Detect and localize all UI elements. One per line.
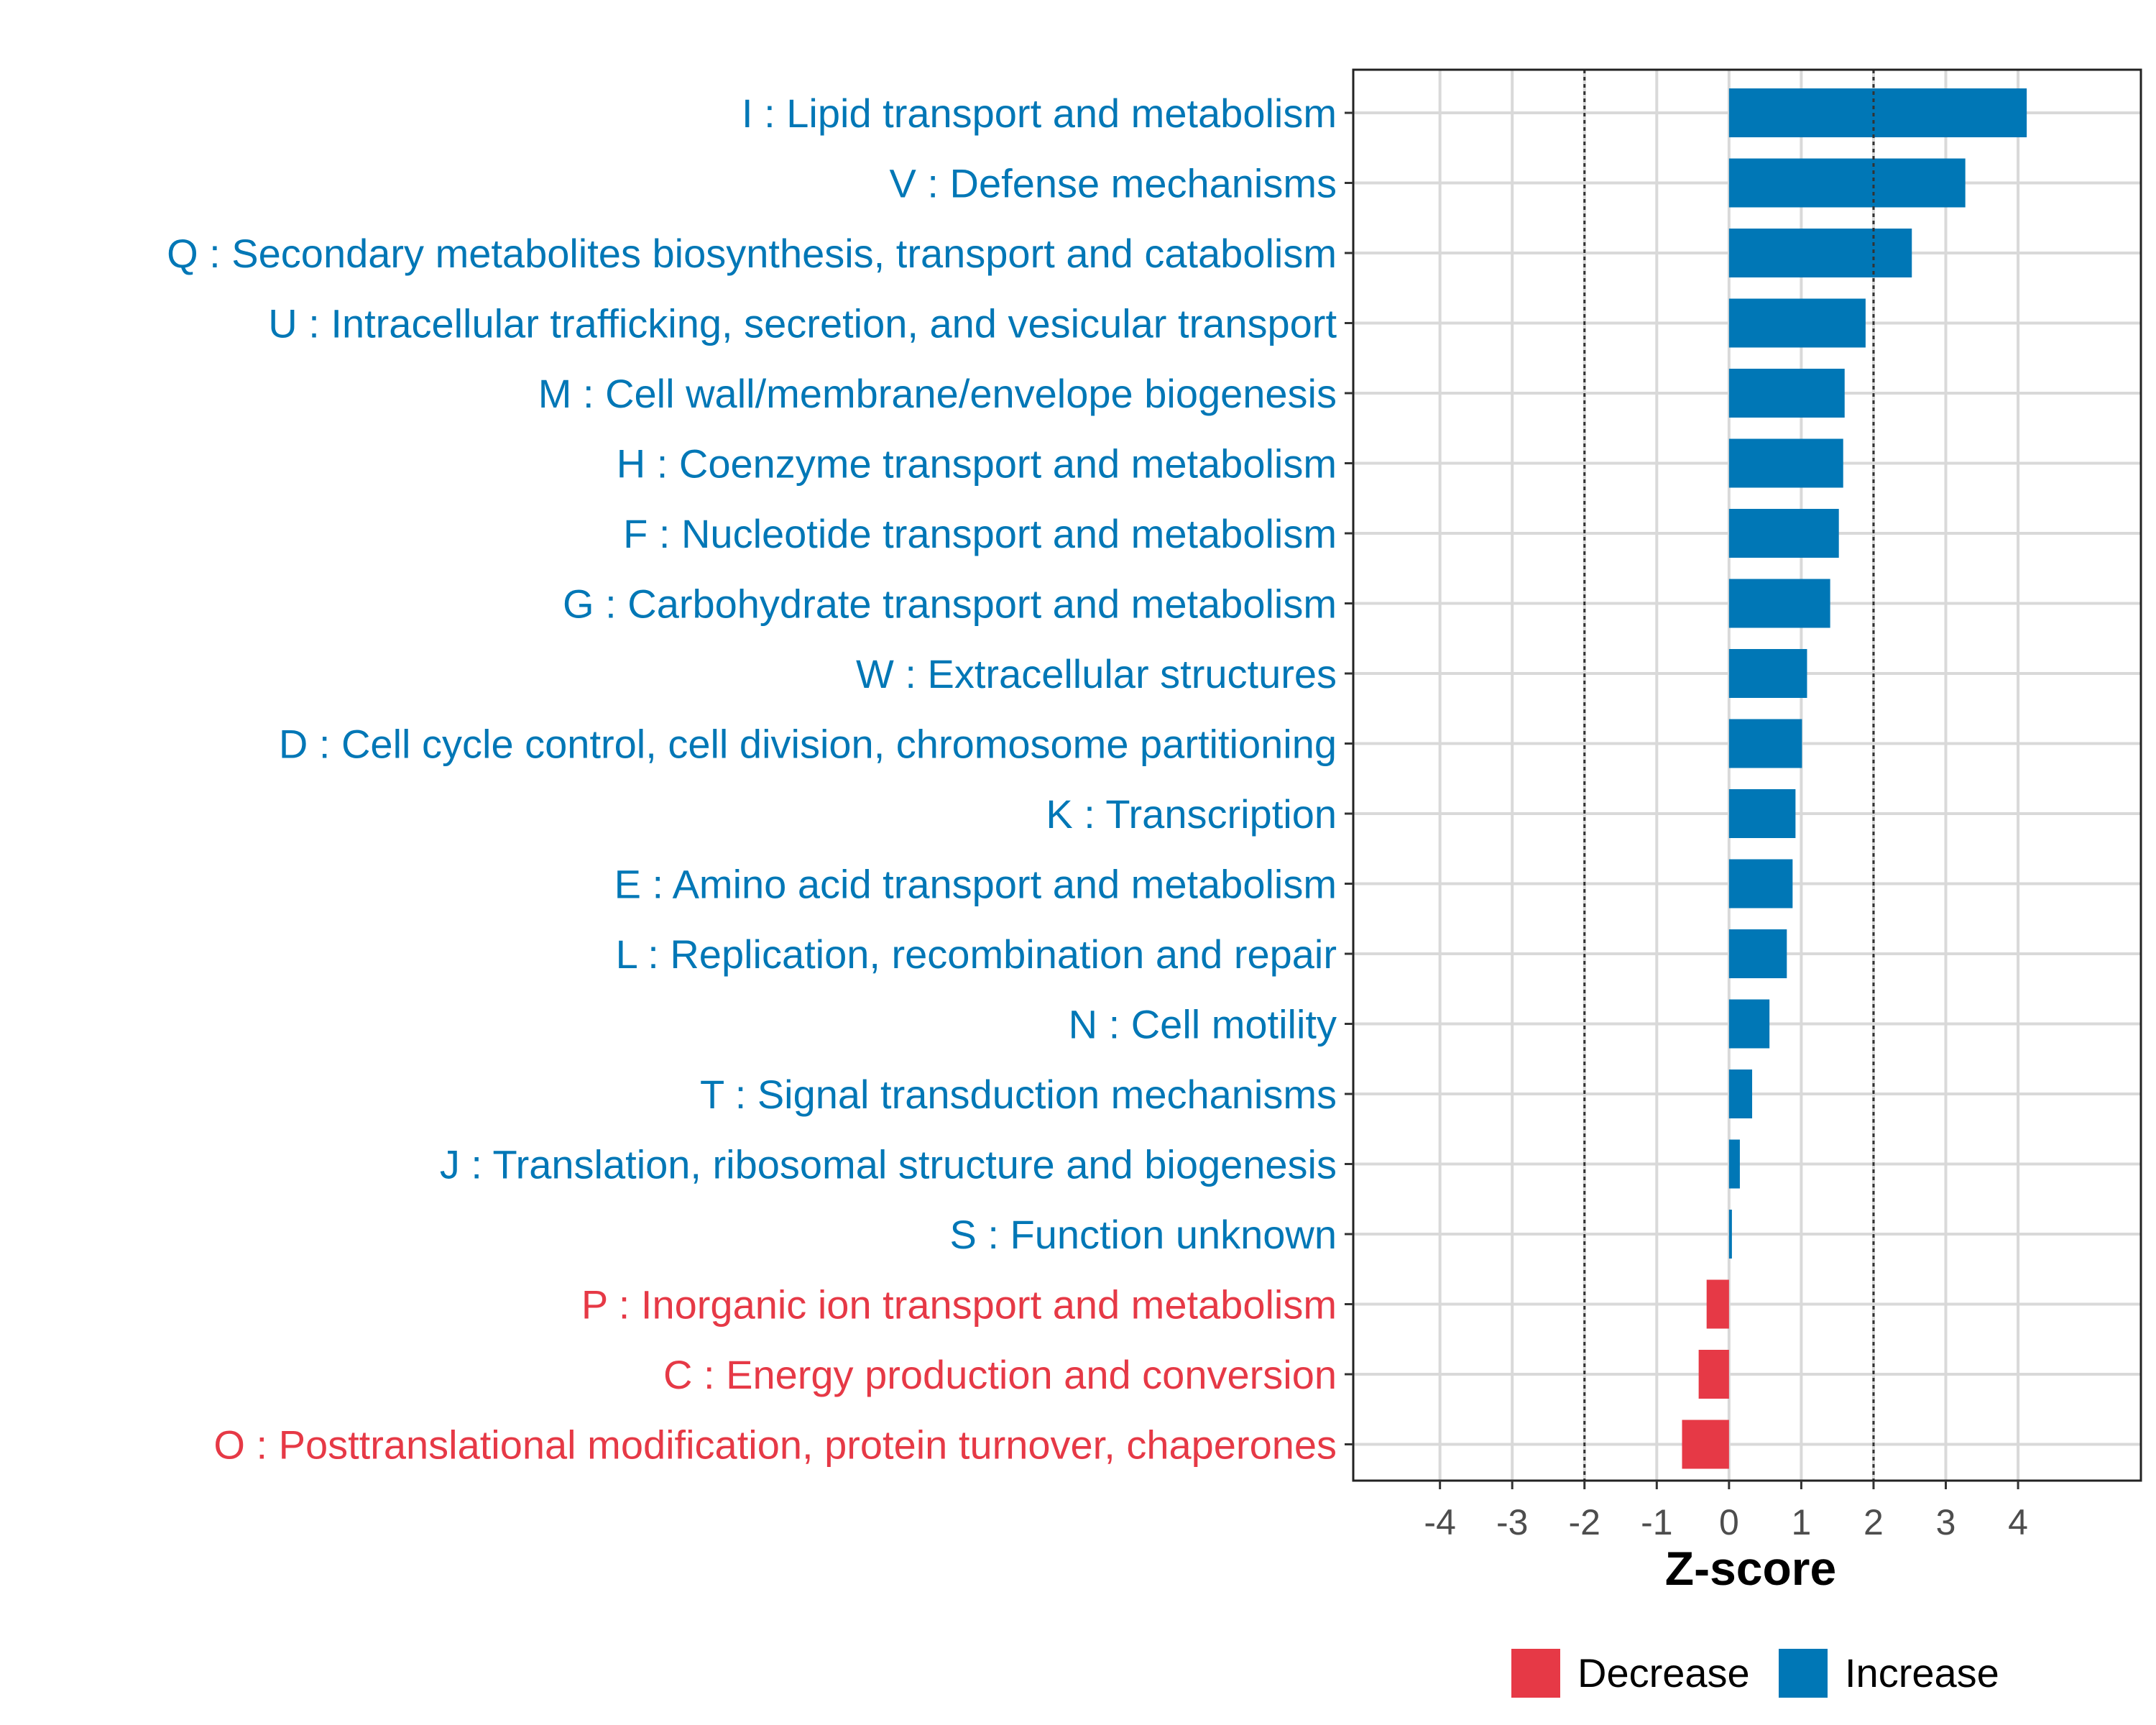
x-tick-label: -4 [1424, 1502, 1455, 1542]
category-label: U : Intracellular trafficking, secretion… [268, 301, 1337, 346]
x-tick-label: 1 [1792, 1502, 1812, 1542]
threshold-layer [1583, 70, 1875, 1481]
bar [1706, 1279, 1729, 1329]
bar [1728, 999, 1770, 1049]
bar [1728, 1139, 1740, 1189]
category-label: W : Extracellular structures [856, 651, 1337, 696]
bar [1728, 369, 1845, 418]
category-label: O : Posttranslational modification, prot… [213, 1422, 1337, 1468]
legend-swatch-increase [1779, 1649, 1828, 1698]
legend-label-increase: Increase [1845, 1650, 1999, 1696]
bar [1728, 579, 1830, 628]
bar [1728, 719, 1802, 768]
legend-label-decrease: Decrease [1577, 1650, 1750, 1696]
x-tick-label: -2 [1569, 1502, 1600, 1542]
x-tick-label: -1 [1641, 1502, 1672, 1542]
bar [1728, 438, 1843, 488]
bar [1728, 88, 2027, 137]
x-axis-ticks: -4 -3 -2 -1 0 1 2 3 4 [1424, 1481, 2028, 1542]
x-tick-label: 0 [1719, 1502, 1739, 1542]
category-labels: I : Lipid transport and metabolism V : De… [167, 91, 1337, 1468]
panel-border [1352, 68, 2142, 1482]
category-label: K : Transcription [1046, 791, 1337, 837]
bar [1728, 789, 1796, 838]
category-label: M : Cell wall/membrane/envelope biogenes… [538, 371, 1337, 416]
legend: Decrease Increase [1511, 1649, 1999, 1698]
category-label: H : Coenzyme transport and metabolism [617, 441, 1337, 487]
bar [1682, 1420, 1729, 1469]
x-tick-label: -3 [1496, 1502, 1528, 1542]
bar [1728, 929, 1787, 978]
category-label: V : Defense mechanisms [890, 161, 1337, 206]
x-tick-label: 4 [2008, 1502, 2028, 1542]
y-axis-ticks [1345, 111, 1353, 1445]
x-axis-title: Z-score [1665, 1542, 1836, 1595]
category-label: T : Signal transduction mechanisms [700, 1072, 1337, 1117]
category-label: S : Function unknown [949, 1212, 1337, 1257]
x-tick-label: 2 [1864, 1502, 1884, 1542]
category-label: C : Energy production and conversion [663, 1352, 1337, 1397]
bar [1728, 649, 1807, 698]
bar [1728, 229, 1912, 277]
category-label: N : Cell motility [1069, 1002, 1337, 1047]
category-label: G : Carbohydrate transport and metabolis… [563, 581, 1337, 627]
category-label: F : Nucleotide transport and metabolism [623, 511, 1337, 556]
bar [1728, 158, 1966, 208]
category-label: L : Replication, recombination and repai… [616, 932, 1337, 977]
bar-layer [1682, 88, 2027, 1469]
bar [1728, 298, 1866, 348]
category-label: J : Translation, ribosomal structure and… [440, 1142, 1337, 1187]
bar [1728, 509, 1839, 558]
bar [1698, 1350, 1729, 1399]
category-label: D : Cell cycle control, cell division, c… [279, 722, 1337, 767]
category-label: I : Lipid transport and metabolism [742, 91, 1337, 136]
bar [1728, 1070, 1753, 1118]
category-label: P : Inorganic ion transport and metaboli… [581, 1282, 1337, 1328]
bar [1728, 859, 1793, 908]
bar [1728, 1210, 1732, 1259]
legend-swatch-decrease [1511, 1649, 1560, 1698]
category-label: E : Amino acid transport and metabolism [614, 862, 1337, 907]
x-tick-label: 3 [1936, 1502, 1956, 1542]
category-label: Q : Secondary metabolites biosynthesis, … [167, 231, 1337, 276]
